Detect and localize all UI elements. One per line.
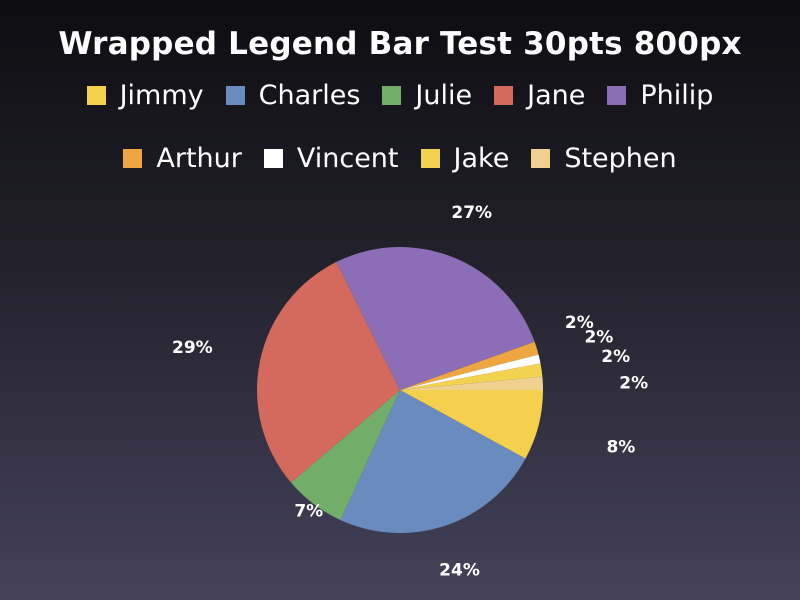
legend-label-jimmy: Jimmy <box>119 80 204 111</box>
legend-item-jane[interactable]: Jane <box>494 80 585 111</box>
pie-slice-arthur[interactable] <box>400 341 539 390</box>
pie-slice-stephen[interactable] <box>400 376 543 390</box>
pie-slice-jane[interactable] <box>256 261 400 483</box>
legend-row-2: Arthur Vincent Jake Stephen <box>0 143 800 174</box>
pie-slice-julie[interactable] <box>290 390 400 520</box>
legend-swatch-philip <box>607 86 627 105</box>
data-label-stephen: 2% <box>619 373 648 393</box>
data-label-vincent: 2% <box>584 328 613 348</box>
data-label-arthur: 2% <box>565 313 594 333</box>
legend-swatch-arthur <box>123 149 143 168</box>
data-label-jimmy: 8% <box>606 437 635 457</box>
legend-label-jane: Jane <box>527 80 586 111</box>
legend-item-vincent[interactable]: Vincent <box>263 143 399 174</box>
legend-swatch-stephen <box>531 149 551 168</box>
pie-slice-jake[interactable] <box>400 363 543 390</box>
legend-swatch-jane <box>494 86 514 105</box>
pie-slice-vincent[interactable] <box>400 354 541 390</box>
legend-swatch-charles <box>225 86 245 105</box>
data-label-julie: 7% <box>294 501 323 521</box>
legend-item-jake[interactable]: Jake <box>420 143 510 174</box>
legend-swatch-jimmy <box>86 86 106 105</box>
legend-swatch-jake <box>420 149 440 168</box>
legend-label-vincent: Vincent <box>296 143 399 174</box>
legend-label-julie: Julie <box>415 80 473 111</box>
legend-item-jimmy[interactable]: Jimmy <box>86 80 204 111</box>
chart-title: Wrapped Legend Bar Test 30pts 800px <box>58 26 742 62</box>
legend-item-charles[interactable]: Charles <box>225 80 361 111</box>
legend-item-arthur[interactable]: Arthur <box>123 143 242 174</box>
data-label-philip: 27% <box>451 203 492 223</box>
legend-row-1: Jimmy Charles Julie Jane Philip <box>0 80 800 111</box>
legend-label-arthur: Arthur <box>156 143 242 174</box>
legend-item-philip[interactable]: Philip <box>607 80 713 111</box>
legend-item-stephen[interactable]: Stephen <box>531 143 677 174</box>
data-label-jane: 29% <box>172 338 213 358</box>
legend-label-jake: Jake <box>453 143 510 174</box>
pie-slice-philip[interactable] <box>336 246 535 390</box>
legend-label-philip: Philip <box>640 80 714 111</box>
legend-label-charles: Charles <box>258 80 361 111</box>
pie-slice-charles[interactable] <box>340 390 526 533</box>
pie-slice-jimmy[interactable] <box>400 390 543 459</box>
legend-item-julie[interactable]: Julie <box>382 80 472 111</box>
data-label-charles: 24% <box>439 560 480 580</box>
data-label-jake: 2% <box>601 347 630 367</box>
legend-label-stephen: Stephen <box>564 143 677 174</box>
legend-swatch-vincent <box>263 149 283 168</box>
legend-swatch-julie <box>382 86 402 105</box>
